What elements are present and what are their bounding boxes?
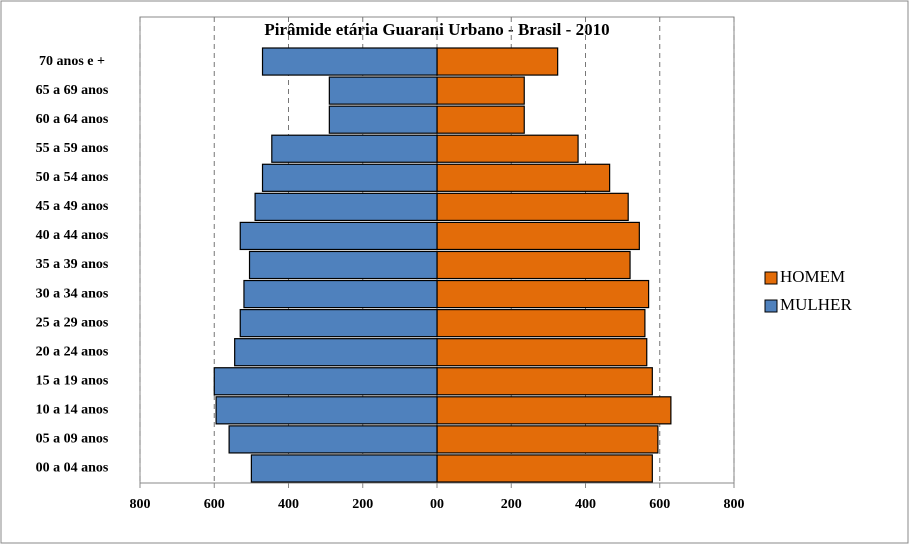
bar [436, 221, 640, 251]
y-tick-label: 25 a 29 anos [36, 315, 109, 330]
legend-label: MULHER [780, 295, 852, 314]
legend-swatch [764, 271, 778, 285]
bar [239, 221, 438, 251]
legend-label: HOMEM [780, 267, 845, 286]
y-tick-label: 60 a 64 anos [36, 112, 109, 127]
bar [243, 279, 438, 309]
x-tick-label: 00 [430, 497, 444, 512]
y-tick-label: 55 a 59 anos [36, 141, 109, 156]
bar [436, 338, 648, 367]
bar [436, 47, 559, 76]
bar [436, 192, 629, 221]
bar [436, 76, 525, 105]
bar [436, 279, 650, 309]
y-tick-label: 65 a 69 anos [36, 83, 109, 98]
bar [328, 76, 438, 105]
y-tick-label: 70 anos e + [39, 54, 105, 69]
bar [436, 250, 631, 280]
y-tick-label: 15 a 19 anos [36, 373, 109, 388]
y-tick-label: 40 a 44 anos [36, 228, 109, 243]
x-tick-label: 600 [204, 497, 225, 512]
bar [261, 163, 438, 192]
bar [261, 47, 438, 76]
bar [234, 338, 438, 367]
y-tick-label: 35 a 39 anos [36, 257, 109, 272]
x-tick-label: 200 [501, 497, 522, 512]
x-tick-label: 800 [130, 497, 151, 512]
bar [215, 396, 438, 425]
x-tick-label: 400 [278, 497, 299, 512]
bar [213, 367, 438, 396]
bar [436, 425, 659, 454]
bar [436, 163, 611, 192]
bar [328, 105, 438, 134]
x-tick-label: 400 [575, 497, 596, 512]
x-tick-label: 800 [724, 497, 745, 512]
bar [436, 367, 653, 396]
y-tick-label: 45 a 49 anos [36, 199, 109, 214]
bar [436, 396, 672, 425]
bar [248, 250, 438, 280]
x-tick-label: 200 [352, 497, 373, 512]
x-tick-label: 600 [649, 497, 670, 512]
bar [436, 134, 579, 163]
y-tick-label: 10 a 14 anos [36, 403, 109, 418]
legend-swatch [764, 299, 778, 313]
bar [436, 309, 646, 338]
bar [254, 192, 438, 221]
bar [436, 105, 525, 134]
y-tick-label: 30 a 34 anos [36, 286, 109, 301]
y-tick-label: 50 a 54 anos [36, 170, 109, 185]
y-tick-label: 20 a 24 anos [36, 344, 109, 359]
bar [228, 425, 438, 454]
bar [250, 454, 438, 483]
y-tick-label: 00 a 04 anos [36, 461, 109, 476]
bar [436, 454, 653, 483]
y-tick-label: 05 a 09 anos [36, 432, 109, 447]
bar [271, 134, 438, 163]
bar [239, 309, 438, 338]
